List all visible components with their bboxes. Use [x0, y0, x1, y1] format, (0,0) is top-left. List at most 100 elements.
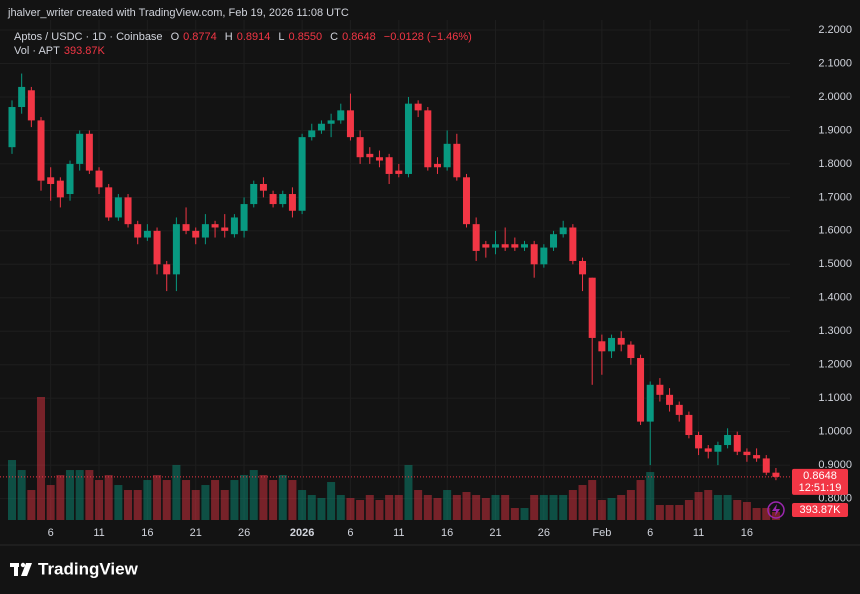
y-tick-label: 1.1000: [818, 392, 852, 404]
volume-badge-label: 393.87K: [800, 504, 842, 516]
volume-bar: [578, 485, 587, 520]
volume-bar: [539, 495, 548, 520]
volume-bar: [85, 470, 94, 520]
volume-bar: [27, 490, 36, 520]
candle-body: [259, 183, 267, 191]
candle-body: [163, 264, 171, 275]
volume-bar: [636, 480, 645, 520]
volume-bar: [704, 490, 713, 520]
candle-body: [317, 123, 325, 131]
volume-bar: [365, 495, 374, 520]
volume-badge: [792, 503, 848, 517]
candle-body: [530, 244, 538, 265]
volume-bar: [143, 480, 152, 520]
volume-bar: [588, 480, 597, 520]
volume-bar: [520, 508, 529, 520]
candle-body: [414, 103, 422, 111]
volume-bar: [559, 495, 568, 520]
x-tick-label: 21: [489, 527, 501, 539]
volume-bar: [191, 490, 200, 520]
volume-legend: Vol · APT 393.87K: [14, 45, 109, 57]
volume-bar: [568, 490, 577, 520]
y-tick-label: 2.0000: [818, 91, 852, 103]
candle-body: [124, 197, 132, 225]
candle-body: [521, 244, 529, 248]
x-tick-label: 26: [238, 527, 250, 539]
volume-bar: [133, 490, 142, 520]
volume-bar: [346, 498, 355, 520]
y-tick-label: 1.6000: [818, 225, 852, 237]
y-tick-label: 1.0000: [818, 426, 852, 438]
volume-bar: [356, 500, 365, 520]
volume-bar: [288, 480, 297, 520]
candle-body: [569, 227, 577, 261]
candle-body: [462, 177, 470, 225]
volume-bar: [394, 495, 403, 520]
candle-body: [743, 451, 751, 456]
candles: [8, 73, 780, 481]
y-tick-label: 1.8000: [818, 158, 852, 170]
volume-value: 393.87K: [63, 45, 105, 57]
logo-text: TradingView: [38, 559, 139, 578]
volume-bar: [723, 495, 732, 520]
ohlc-letter: O: [170, 31, 180, 43]
ohlc-value: 0.8648: [342, 31, 376, 43]
candle-body: [443, 143, 451, 168]
y-tick-label: 1.3000: [818, 325, 852, 337]
candle-body: [18, 86, 26, 108]
volume-bar: [201, 485, 210, 520]
candle-body: [27, 90, 35, 121]
volume-bar: [307, 495, 316, 520]
volume-name: Vol · APT: [14, 45, 60, 57]
candle-body: [182, 224, 190, 231]
volume-bar: [240, 475, 249, 520]
volume-bar: [220, 490, 229, 520]
candle-body: [134, 224, 142, 238]
y-tick-label: 1.2000: [818, 359, 852, 371]
volume-bar: [655, 505, 664, 520]
volume-bar: [617, 495, 626, 520]
volume-bar: [684, 500, 693, 520]
volume-bar: [162, 480, 171, 520]
volume-bar: [269, 480, 278, 520]
volume-bar: [8, 460, 16, 520]
candle-body: [85, 133, 93, 171]
volume-bar: [114, 485, 123, 520]
candle-body: [695, 434, 703, 449]
candle-body: [511, 244, 519, 248]
volume-bar: [481, 498, 490, 520]
volume-bar: [694, 492, 703, 520]
volume-bar: [124, 490, 133, 520]
candle-body: [579, 260, 587, 275]
volume-bar: [56, 475, 65, 520]
volume-bar: [501, 495, 510, 520]
candle-body: [675, 404, 683, 415]
y-tick-label: 1.5000: [818, 258, 852, 270]
x-tick-label: 16: [741, 527, 753, 539]
volume-bar: [713, 495, 722, 520]
candle-body: [201, 224, 209, 238]
ohlc-legend: Aptos / USDC · 1D · Coinbase O 0.8774 H 0.…: [14, 31, 476, 43]
symbol-title: Aptos / USDC · 1D · Coinbase: [14, 31, 163, 43]
candle-body: [482, 244, 490, 248]
y-tick-label: 2.2000: [818, 24, 852, 36]
x-tick-label: 6: [347, 527, 353, 539]
candle-body: [327, 120, 335, 124]
volume-bar: [549, 495, 558, 520]
candle-body: [772, 472, 780, 477]
x-tick-label: 16: [141, 527, 153, 539]
candle-body: [37, 120, 45, 181]
candle-body: [356, 137, 364, 158]
candle-body: [492, 244, 499, 248]
volume-bar: [472, 495, 481, 520]
candle-body: [433, 163, 441, 168]
x-tick-label: 26: [538, 527, 550, 539]
y-tick-label: 1.9000: [818, 124, 852, 136]
candle-body: [733, 434, 741, 452]
x-tick-label: 11: [393, 527, 404, 539]
volume-bar: [249, 470, 258, 520]
x-tick-label: 11: [693, 527, 704, 539]
candle-body: [540, 247, 548, 265]
candle-body: [240, 204, 248, 231]
candle-body: [588, 277, 596, 338]
